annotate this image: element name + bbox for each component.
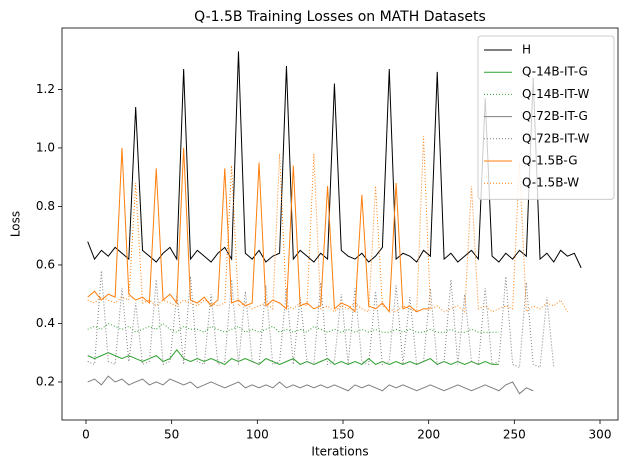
y-tick-label: 0.4 [36, 316, 55, 330]
legend-label: H [522, 43, 531, 57]
series-line [87, 348, 499, 366]
x-tick-label: 250 [503, 428, 526, 442]
x-tick-label: 50 [164, 428, 179, 442]
legend-label: Q-72B-IT-G [522, 109, 588, 123]
legend-label: Q-14B-IT-G [522, 65, 588, 79]
y-axis-label: Loss [9, 211, 23, 237]
y-tick-label: 0.2 [36, 374, 55, 388]
y-tick-label: 0.8 [36, 199, 55, 213]
series-line [87, 136, 568, 313]
x-tick-label: 300 [589, 428, 612, 442]
y-tick-label: 1.2 [36, 82, 55, 96]
x-axis-label: Iterations [311, 445, 368, 459]
series-line [87, 375, 534, 395]
x-tick-label: 200 [417, 428, 440, 442]
legend-box [477, 35, 615, 200]
legend-label: Q-1.5B-W [522, 176, 579, 190]
chart-title: Q-1.5B Training Losses on MATH Datasets [194, 9, 486, 25]
plot-frame [61, 27, 619, 421]
x-tick-label: 0 [82, 428, 90, 442]
y-tick-label: 1.0 [36, 140, 55, 154]
series-line [87, 147, 431, 314]
series-line [87, 322, 499, 333]
x-tick-label: 100 [246, 428, 269, 442]
legend-label: Q-14B-IT-W [522, 87, 590, 101]
series-line [87, 270, 555, 369]
x-tick-label: 150 [332, 428, 355, 442]
y-tick-label: 0.6 [36, 257, 55, 271]
series-line [87, 51, 582, 269]
legend-label: Q-72B-IT-W [522, 131, 590, 145]
legend-label: Q-1.5B-G [522, 154, 578, 168]
